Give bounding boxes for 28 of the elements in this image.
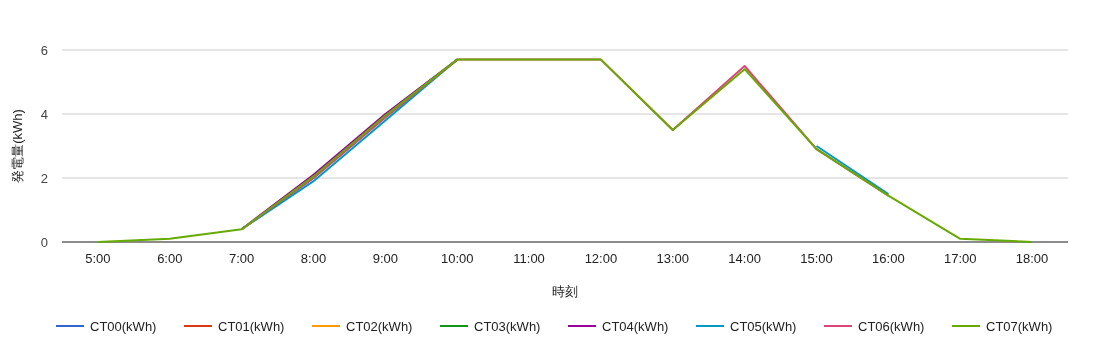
x-tick-label: 18:00 [1015, 251, 1049, 266]
x-tick-label: 11:00 [513, 251, 545, 266]
legend-label: CT00(kWh) [90, 318, 157, 334]
x-tick-label: 9:00 [372, 251, 399, 266]
x-tick-label: 6:00 [157, 251, 183, 266]
legend-label: CT07(kWh) [986, 318, 1053, 334]
y-tick-label: 6 [40, 42, 48, 58]
x-axis-title: 時刻 [552, 284, 578, 299]
x-tick-label: 17:00 [943, 251, 977, 266]
legend-label: CT04(kWh) [602, 318, 669, 334]
x-tick-label: 15:00 [800, 251, 833, 266]
x-tick-label: 10:00 [440, 251, 474, 266]
x-tick-label: 14:00 [728, 251, 761, 266]
x-tick-label: 7:00 [228, 251, 255, 266]
legend-label: CT03(kWh) [474, 318, 541, 334]
legend-label: CT05(kWh) [730, 318, 797, 334]
legend-label: CT06(kWh) [858, 318, 925, 334]
x-tick-label: 5:00 [85, 251, 111, 266]
legend-label: CT02(kWh) [346, 318, 413, 334]
y-axis-title: 発電量(kWh) [10, 109, 25, 183]
y-tick-label: 4 [40, 106, 48, 122]
x-tick-label: 13:00 [656, 251, 690, 266]
y-tick-label: 2 [40, 170, 48, 186]
x-tick-label: 12:00 [584, 251, 618, 266]
legend-label: CT01(kWh) [218, 318, 285, 334]
x-tick-label: 16:00 [872, 251, 905, 266]
y-tick-label: 0 [40, 234, 48, 250]
x-tick-label: 8:00 [300, 251, 327, 266]
